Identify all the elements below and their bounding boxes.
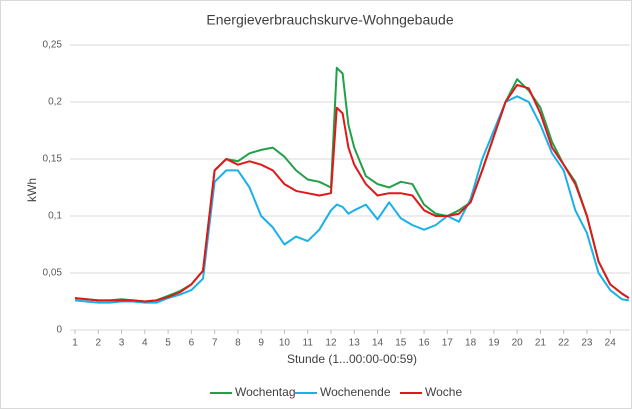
y-tick-label: 0,15 [43,154,63,165]
series-line [74,95,630,304]
x-tick-label: 21 [535,338,547,349]
x-tick-label: 22 [558,338,570,349]
x-tick-label: 23 [581,338,593,349]
y-tick-label: 0,05 [43,268,63,279]
x-tick-label: 17 [442,338,454,349]
x-tick-label: 13 [349,338,361,349]
series-line [74,66,630,303]
x-tick-label: 10 [279,338,291,349]
x-tick-label: 19 [488,338,500,349]
x-tick-label: 2 [95,338,101,349]
y-tick-label: 0 [56,325,62,336]
chart-title: Energieverbrauchskurve-Wohngebaude [206,12,453,28]
x-tick-label: 12 [325,338,337,349]
x-tick-label: 5 [165,338,171,349]
x-tick-label: 8 [235,338,241,349]
series-line [74,83,630,303]
x-tick-label: 4 [142,338,148,349]
x-tick-label: 3 [119,338,125,349]
x-tick-label: 6 [189,338,195,349]
x-tick-label: 9 [258,338,264,349]
x-tick-label: 18 [465,338,477,349]
y-tick-label: 0,1 [48,211,62,222]
legend-label: Woche [425,385,462,399]
x-tick-label: 11 [303,338,314,349]
legend-label: Wochenende [320,385,391,399]
y-axis-title: kWh [25,178,39,202]
y-tick-label: 0,25 [43,40,63,51]
legend-label: Wochentag [235,385,296,399]
x-tick-label: 15 [395,338,407,349]
y-tick-label: 0,2 [48,97,62,108]
x-tick-label: 7 [212,338,218,349]
x-tick-label: 24 [605,338,617,349]
x-tick-label: 1 [72,338,78,349]
x-axis-title: Stunde (1...00:00-00:59) [287,352,417,366]
x-tick-label: 20 [512,338,524,349]
x-tick-label: 14 [372,338,384,349]
x-tick-label: 16 [418,338,430,349]
